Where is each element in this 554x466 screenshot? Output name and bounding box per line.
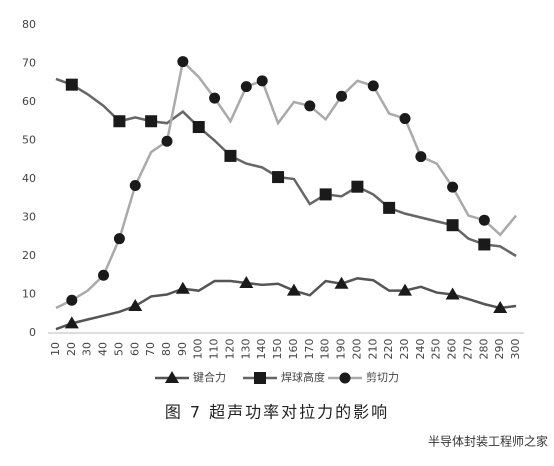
x-tick-label: 190: [335, 339, 348, 360]
marker-square: [446, 219, 459, 232]
marker-square: [383, 201, 396, 214]
marker-circle: [161, 135, 173, 147]
x-tick-label: 200: [350, 339, 363, 360]
x-tick-label: 10: [49, 342, 62, 356]
marker-square: [192, 121, 205, 134]
marker-triangle: [493, 300, 508, 313]
y-tick-label: 0: [29, 326, 36, 339]
marker-circle: [66, 294, 78, 306]
marker-circle: [415, 151, 427, 163]
marker-circle: [177, 56, 189, 68]
x-tick-label: 100: [192, 339, 205, 360]
marker-circle: [304, 100, 316, 112]
x-tick-label: 130: [239, 339, 252, 360]
x-tick-label: 90: [176, 342, 189, 356]
marker-triangle: [175, 281, 190, 294]
x-tick-label: 150: [271, 339, 284, 360]
marker-triangle: [334, 276, 349, 289]
y-tick-label: 30: [22, 211, 36, 224]
marker-circle: [240, 81, 252, 93]
caption: 图 7 超声功率对拉力的影响: [165, 403, 389, 422]
x-tick-label: 140: [255, 339, 268, 360]
x-tick-label: 180: [319, 339, 332, 360]
x-tick-label: 40: [97, 342, 110, 356]
series-line: [55, 77, 517, 258]
x-tick-label: 260: [446, 339, 459, 360]
marker-triangle: [239, 275, 254, 288]
marker-circle: [339, 372, 351, 384]
y-tick-label: 80: [22, 18, 36, 31]
marker-square: [351, 180, 364, 193]
x-tick-label: 20: [65, 342, 78, 356]
marker-square: [65, 78, 78, 91]
x-tick-label: 60: [128, 342, 141, 356]
x-tick-label: 120: [223, 339, 236, 360]
marker-square: [254, 372, 266, 384]
legend-label: 剪切力: [366, 370, 399, 384]
y-tick-label: 60: [22, 95, 36, 108]
legend-label: 焊球高度: [281, 370, 325, 384]
x-tick-label: 300: [509, 339, 522, 360]
marker-triangle: [165, 371, 179, 383]
x-tick-label: 270: [461, 339, 474, 360]
x-tick-label: 220: [382, 339, 395, 360]
marker-circle: [367, 80, 379, 92]
marker-circle: [209, 92, 221, 104]
series-line: [55, 277, 517, 331]
x-tick-label: 110: [208, 339, 221, 360]
x-tick-label: 250: [430, 339, 443, 360]
y-tick-label: 40: [22, 172, 36, 185]
marker-square: [224, 149, 237, 162]
marker-circle: [129, 180, 141, 192]
marker-square: [113, 115, 126, 128]
x-tick-label: 240: [414, 339, 427, 360]
watermark: 半导体封装工程师之家: [428, 434, 548, 449]
y-tick-label: 10: [22, 288, 36, 301]
y-tick-label: 70: [22, 57, 36, 70]
x-tick-label: 170: [303, 339, 316, 360]
marker-triangle: [64, 316, 79, 329]
marker-triangle: [286, 283, 301, 296]
marker-square: [319, 188, 332, 201]
marker-circle: [447, 181, 459, 193]
marker-circle: [113, 233, 125, 245]
legend-label: 键合力: [193, 370, 226, 384]
x-tick-label: 230: [398, 339, 411, 360]
x-tick-label: 160: [287, 339, 300, 360]
marker-circle: [478, 214, 490, 226]
marker-circle: [256, 75, 268, 87]
x-tick-label: 70: [144, 342, 157, 356]
x-tick-label: 280: [477, 339, 490, 360]
marker-triangle: [128, 299, 143, 312]
marker-circle: [336, 90, 348, 102]
marker-circle: [98, 269, 110, 281]
x-tick-label: 290: [493, 339, 506, 360]
x-tick-label: 30: [81, 342, 94, 356]
y-tick-label: 20: [22, 249, 36, 262]
marker-triangle: [398, 283, 412, 296]
y-tick-label: 50: [22, 134, 36, 147]
marker-square: [272, 171, 285, 184]
marker-square: [145, 115, 158, 128]
x-tick-label: 80: [160, 342, 173, 356]
series-line: [55, 59, 518, 310]
x-tick-label: 50: [112, 342, 125, 356]
marker-square: [478, 238, 491, 251]
marker-circle: [399, 113, 411, 125]
marker-triangle: [445, 287, 460, 300]
x-tick-label: 210: [366, 339, 379, 360]
